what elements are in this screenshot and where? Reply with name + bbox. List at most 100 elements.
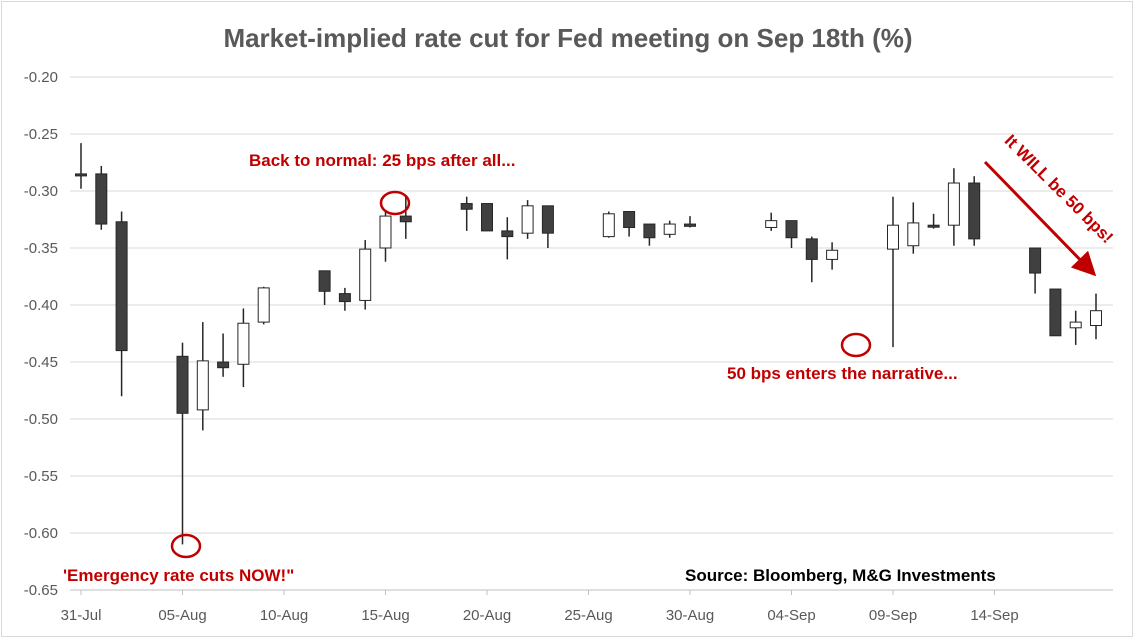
- candle-body: [663, 223, 676, 235]
- candle-body: [95, 173, 108, 225]
- candle-body: [541, 205, 554, 234]
- candle-body: [765, 220, 778, 228]
- candles: [75, 143, 1102, 545]
- x-tick-label: 04-Sep: [767, 607, 815, 624]
- y-tick-label: -0.35: [24, 240, 58, 257]
- candle: [521, 200, 534, 239]
- y-tick-label: -0.40: [24, 297, 58, 314]
- candle: [318, 270, 331, 305]
- y-tick-label: -0.20: [24, 69, 58, 86]
- candle: [196, 322, 209, 431]
- x-tick-label: 10-Aug: [260, 607, 308, 624]
- back-to-normal-callout-circle: [379, 190, 411, 216]
- candle-body: [684, 223, 696, 227]
- candle-body: [521, 205, 534, 234]
- emergency-callout-circle: [170, 533, 202, 559]
- candle-body: [602, 213, 615, 238]
- candle-body: [947, 182, 960, 226]
- y-tick-label: -0.65: [24, 582, 58, 599]
- candle-body: [887, 224, 899, 250]
- candle: [237, 308, 250, 388]
- candle-body: [501, 230, 514, 238]
- candle: [684, 216, 696, 228]
- candle: [399, 196, 412, 239]
- candle: [1049, 288, 1062, 337]
- candle-body: [1049, 288, 1062, 337]
- x-tick-label: 20-Aug: [463, 607, 511, 624]
- candle-body: [75, 173, 87, 177]
- candle: [257, 286, 270, 325]
- y-tick-label: -0.55: [24, 468, 58, 485]
- candle: [1069, 310, 1082, 345]
- candle: [481, 203, 493, 232]
- candle-body: [359, 248, 372, 301]
- x-tick-label: 05-Aug: [158, 607, 206, 624]
- chart-title: Market-implied rate cut for Fed meeting …: [223, 23, 912, 53]
- candle: [1029, 247, 1042, 294]
- candle: [95, 165, 108, 230]
- candle: [968, 176, 981, 246]
- annotation-it-will-be-fifty: It WILL be 50 bps!: [1001, 131, 1117, 247]
- gridlines: [70, 76, 1113, 534]
- candle: [115, 211, 128, 397]
- annotation-fifty-bps: 50 bps enters the narrative...: [727, 364, 958, 383]
- candle-body: [399, 215, 412, 223]
- candle-body: [176, 355, 189, 414]
- candle-body: [643, 223, 656, 239]
- candle: [602, 211, 615, 238]
- candle: [501, 217, 514, 260]
- candle: [887, 196, 899, 348]
- candle: [643, 223, 656, 246]
- candle: [623, 211, 636, 237]
- candle-body: [623, 211, 636, 228]
- y-tick-label: -0.25: [24, 126, 58, 143]
- candle: [75, 143, 87, 189]
- candle: [338, 287, 351, 311]
- x-tick-label: 31-Jul: [61, 607, 102, 624]
- candle-body: [379, 215, 392, 249]
- x-tick-label: 25-Aug: [564, 607, 612, 624]
- candle-body: [217, 361, 230, 369]
- y-tick-label: -0.60: [24, 525, 58, 542]
- candle: [379, 211, 392, 262]
- candle: [663, 220, 676, 238]
- x-tick-label: 15-Aug: [361, 607, 409, 624]
- candle-body: [257, 287, 270, 323]
- x-tick-label: 14-Sep: [970, 607, 1018, 624]
- candle-body: [318, 270, 331, 292]
- candle: [947, 168, 960, 246]
- source-note: Source: Bloomberg, M&G Investments: [685, 566, 996, 585]
- candle-body: [826, 249, 839, 260]
- candle: [765, 212, 778, 231]
- candle: [217, 333, 230, 377]
- y-tick-label: -0.30: [24, 183, 58, 200]
- candle: [176, 342, 189, 545]
- annotation-emergency: 'Emergency rate cuts NOW!": [63, 566, 294, 585]
- candle-body: [481, 203, 493, 232]
- y-tick-label: -0.45: [24, 354, 58, 371]
- candle-body: [1029, 247, 1042, 274]
- candle-body: [237, 322, 250, 365]
- candle: [359, 240, 372, 310]
- candle-body: [1090, 310, 1102, 327]
- candle-body: [460, 203, 473, 210]
- candle: [785, 220, 798, 248]
- candle-body: [785, 220, 798, 239]
- candle: [927, 213, 940, 229]
- candle-body: [196, 360, 209, 411]
- y-tick-label: -0.50: [24, 411, 58, 428]
- fifty-bps-callout-circle: [840, 332, 872, 358]
- annotation-back-to-normal: Back to normal: 25 bps after all...: [249, 151, 515, 170]
- candle: [460, 196, 473, 231]
- x-tick-label: 30-Aug: [666, 607, 714, 624]
- candle-body: [115, 221, 128, 352]
- candle: [1090, 293, 1102, 340]
- candle-body: [805, 238, 818, 260]
- candle: [907, 202, 920, 254]
- candle-body: [968, 182, 981, 240]
- x-tick-label: 09-Sep: [869, 607, 917, 624]
- candle: [541, 205, 554, 248]
- candle-body: [927, 224, 940, 228]
